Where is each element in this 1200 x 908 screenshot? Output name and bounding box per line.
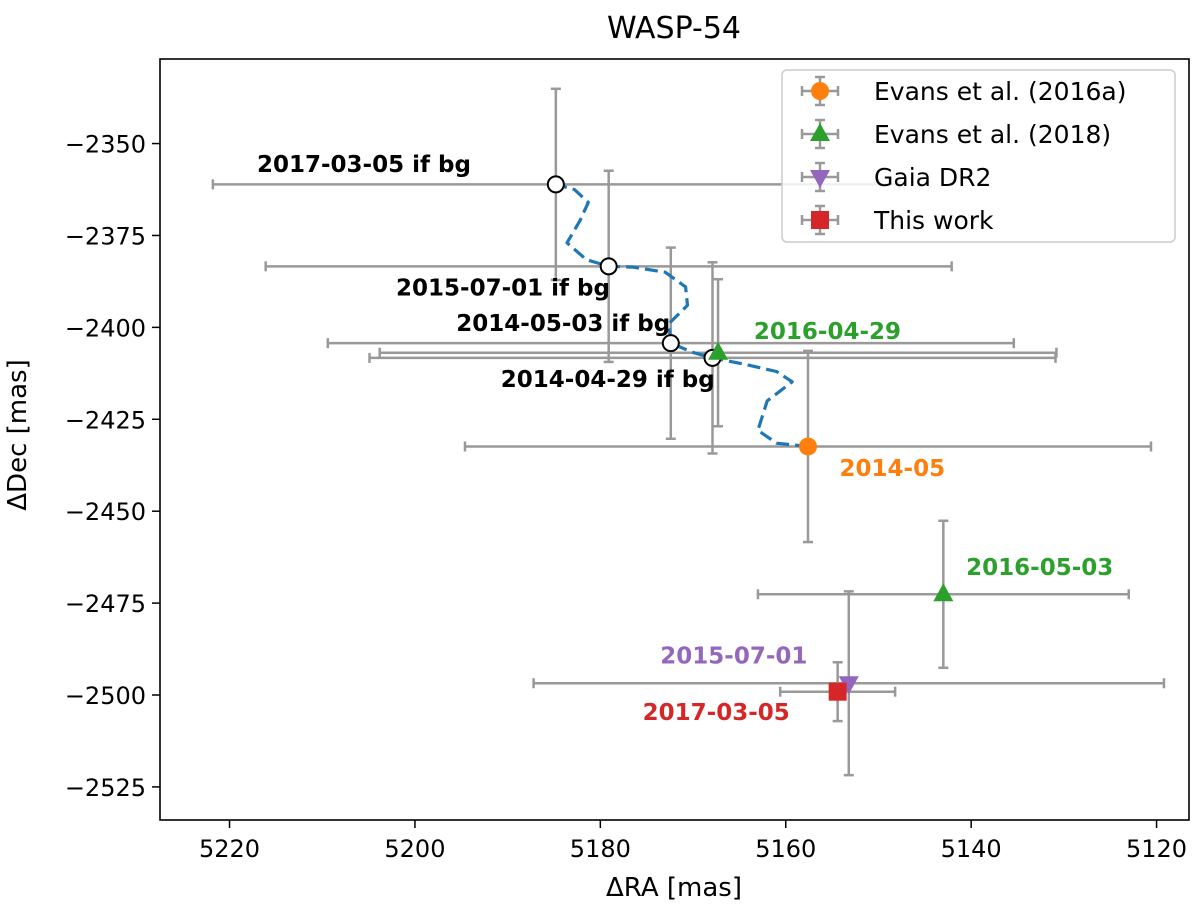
- point-annotation: 2017-03-05: [643, 700, 790, 726]
- annotations: 2017-03-05 if bg 2015-07-01 if bg 2014-05-…: [257, 152, 1113, 726]
- legend-label: Evans et al. (2016a): [874, 77, 1126, 106]
- x-tick-label: 5140: [941, 835, 1002, 863]
- legend-marker: [811, 82, 829, 100]
- background-track: [555, 182, 809, 449]
- point-annotation: 2015-07-01: [660, 643, 807, 669]
- x-tick-label: 5200: [384, 835, 445, 863]
- point-annotation: 2014-05-03 if bg: [456, 311, 670, 337]
- x-tick-label: 5160: [755, 835, 816, 863]
- point-annotation: 2015-07-01 if bg: [396, 275, 610, 301]
- y-tick-label: −2450: [65, 498, 146, 526]
- legend-item: This work: [800, 204, 994, 236]
- legend-label: Evans et al. (2018): [874, 120, 1111, 149]
- y-tick-label: −2525: [65, 774, 146, 802]
- y-tick-label: −2350: [65, 131, 146, 159]
- legend-marker: [810, 123, 830, 141]
- legend-label: Gaia DR2: [874, 163, 991, 192]
- legend-label: This work: [873, 206, 994, 235]
- legend-marker: [810, 170, 830, 188]
- point-annotation: 2014-05: [840, 456, 946, 482]
- point-annotation: 2016-05-03: [966, 555, 1113, 581]
- plot-frame: [159, 58, 1190, 821]
- x-tick-label: 5220: [199, 835, 260, 863]
- point-annotation: 2014-04-29 if bg: [501, 367, 715, 393]
- point-annotation: 2017-03-05 if bg: [257, 152, 471, 178]
- data-point: [798, 437, 817, 456]
- x-axis-label: ΔRA [mas]: [606, 873, 742, 903]
- legend-item: Gaia DR2: [800, 161, 991, 193]
- legend-item: Evans et al. (2016a): [800, 75, 1126, 107]
- legend-item: Evans et al. (2018): [800, 118, 1111, 150]
- data-point: [828, 682, 847, 701]
- y-tick-label: −2500: [65, 682, 146, 710]
- bg-track-line: [555, 182, 809, 449]
- y-tick-label: −2475: [65, 590, 146, 618]
- legend-box: [781, 69, 1176, 243]
- bg-prediction-marker: [599, 257, 618, 276]
- bg-prediction-marker: [661, 334, 680, 353]
- legend: Evans et al. (2016a) Evans et al. (2018) G…: [781, 69, 1176, 243]
- y-tick-label: −2400: [65, 314, 146, 342]
- x-tick-label: 5180: [570, 835, 631, 863]
- y-tick-label: −2425: [65, 406, 146, 434]
- data-markers: [546, 175, 954, 701]
- chart-title: WASP-54: [607, 11, 741, 46]
- data-point: [708, 341, 729, 360]
- axis-ticks: 5220 5200 5180 5160 5140 5120 −2350 −2375 −2400 −…: [65, 58, 1190, 863]
- legend-marker: [811, 211, 829, 229]
- data-point: [933, 583, 954, 602]
- y-axis-label: ΔDec [mas]: [3, 359, 33, 510]
- data-point: [838, 676, 859, 695]
- bg-prediction-marker: [546, 175, 565, 194]
- point-annotation: 2016-04-29: [754, 319, 901, 345]
- x-tick-label: 5120: [1126, 835, 1187, 863]
- y-tick-label: −2375: [65, 222, 146, 250]
